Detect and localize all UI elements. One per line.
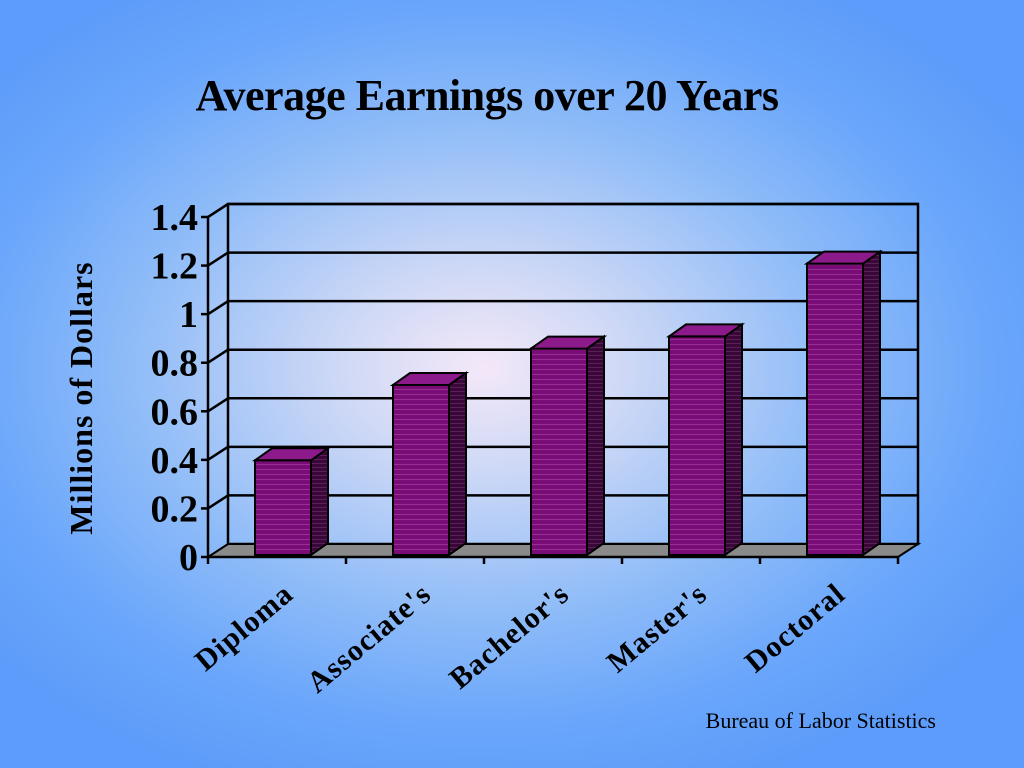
x-category-label: Master's — [601, 577, 714, 679]
bar-side — [724, 322, 743, 557]
bar-front — [668, 335, 726, 556]
slide-title: Average Earnings over 20 Years — [195, 71, 779, 120]
bar — [803, 249, 884, 557]
y-tick-label: 1.4 — [151, 197, 199, 239]
y-tick-labels: 0 0.2 0.4 0.6 0.8 1 1.2 1.4 — [151, 197, 199, 579]
x-category-label: Doctoral — [739, 577, 852, 679]
bar — [389, 371, 470, 557]
source-note: Bureau of Labor Statistics — [705, 708, 936, 733]
bar-top — [251, 447, 332, 462]
gridline-side — [207, 251, 229, 267]
bar-side — [310, 446, 329, 557]
x-category-labels: Diploma Associate's Bachelor's Master's Doct… — [189, 577, 852, 699]
bar — [527, 334, 608, 557]
y-tick-label: 0.4 — [151, 440, 199, 482]
bar-front — [530, 347, 588, 557]
bar — [251, 446, 332, 557]
y-axis-title: Millions of Dollars — [63, 261, 99, 534]
bar-top — [389, 372, 470, 386]
y-tick-label: 1.2 — [151, 246, 199, 288]
y-tick-label: 1 — [179, 294, 198, 336]
y-tick-label: 0.8 — [151, 343, 199, 385]
gridline-side — [207, 445, 229, 461]
gridline-side — [207, 300, 229, 316]
y-tick-label: 0 — [179, 537, 198, 579]
x-category-label: Diploma — [189, 577, 300, 677]
y-tick-label: 0.6 — [151, 391, 199, 433]
bar — [665, 322, 746, 557]
bar-top — [665, 323, 746, 338]
bars — [251, 249, 884, 557]
x-category-label: Bachelor's — [443, 577, 575, 695]
gridline-side — [207, 202, 229, 219]
bar-side — [586, 334, 605, 557]
bar-front — [806, 262, 864, 556]
x-category-label: Associate's — [301, 577, 438, 699]
gridline-side — [207, 348, 229, 364]
y-tick-label: 0.2 — [151, 488, 199, 530]
bar-side — [448, 371, 467, 557]
gridline-side — [207, 494, 229, 510]
gridline-side — [207, 397, 229, 413]
bar-front — [392, 384, 450, 556]
bar-top — [803, 250, 884, 265]
axes — [201, 215, 900, 564]
bar-top — [527, 335, 608, 350]
bar-side — [862, 249, 881, 557]
bar-front — [254, 459, 312, 556]
